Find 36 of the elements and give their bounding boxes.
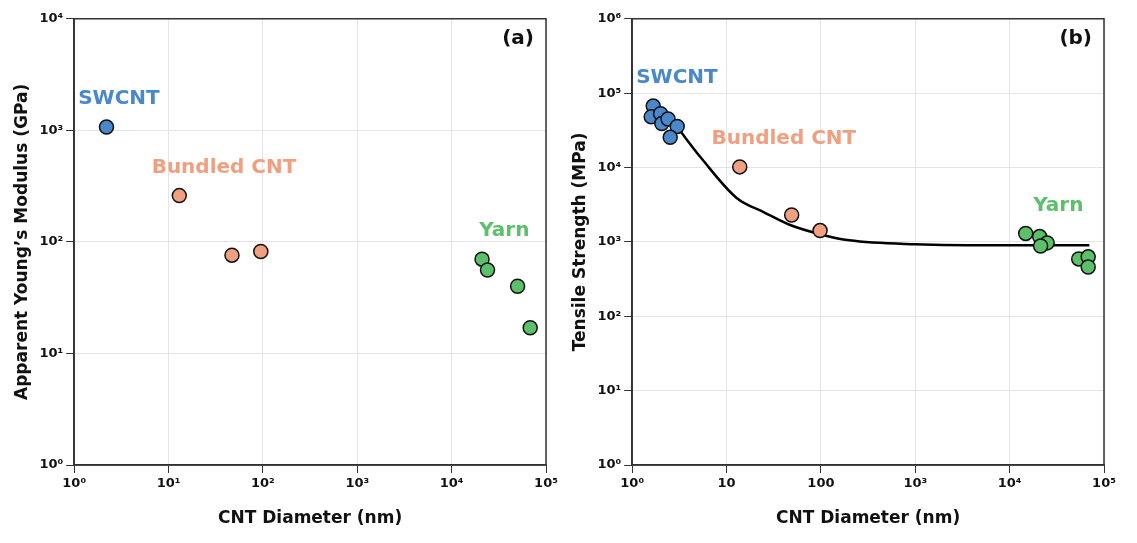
y-tick-label: 10³ <box>597 233 622 249</box>
y-tick-label: 10⁰ <box>39 456 64 472</box>
x-tick-label: 10⁰ <box>620 475 645 491</box>
y-tick-label: 10² <box>597 307 622 323</box>
y-axis-title: Apparent Young’s Modulus (GPa) <box>10 83 31 400</box>
series-label: SWCNT <box>636 64 719 89</box>
y-tick-label: 10¹ <box>597 382 622 398</box>
x-tick-label: 10³ <box>903 475 928 491</box>
x-tick-label: 10² <box>251 475 275 491</box>
x-tick-label: 10 <box>717 475 736 491</box>
x-tick-label: 10⁴ <box>439 475 464 491</box>
y-tick-label: 10³ <box>39 121 64 137</box>
x-axis-title: CNT Diameter (nm) <box>776 507 961 528</box>
series-label: Yarn <box>478 217 530 242</box>
x-tick-label: 10⁴ <box>997 475 1022 491</box>
x-tick-label: 100 <box>807 475 835 491</box>
x-tick-label: 10³ <box>345 475 370 491</box>
y-tick-label: 10⁶ <box>597 10 622 26</box>
y-tick-label: 10⁴ <box>39 10 64 26</box>
y-tick-label: 10⁴ <box>597 158 622 174</box>
series-label: Yarn <box>1032 191 1084 216</box>
y-axis-title: Tensile Strength (MPa) <box>568 132 589 352</box>
x-tick-label: 10⁵ <box>534 475 558 491</box>
y-tick-label: 10² <box>39 233 64 249</box>
y-tick-label: 10¹ <box>39 344 64 360</box>
chart-title: (b) <box>1059 25 1092 49</box>
series-label: SWCNT <box>78 85 161 110</box>
x-axis-title: CNT Diameter (nm) <box>218 507 403 528</box>
y-tick-label: 10⁰ <box>597 456 622 472</box>
x-tick-label: 10⁵ <box>1092 475 1116 491</box>
y-tick-label: 10⁵ <box>597 84 622 100</box>
series-label: Bundled CNT <box>151 153 297 178</box>
series-label: Bundled CNT <box>711 125 857 150</box>
x-tick-label: 10⁰ <box>62 475 87 491</box>
x-tick-label: 10¹ <box>156 475 181 491</box>
chart-title: (a) <box>502 25 534 49</box>
